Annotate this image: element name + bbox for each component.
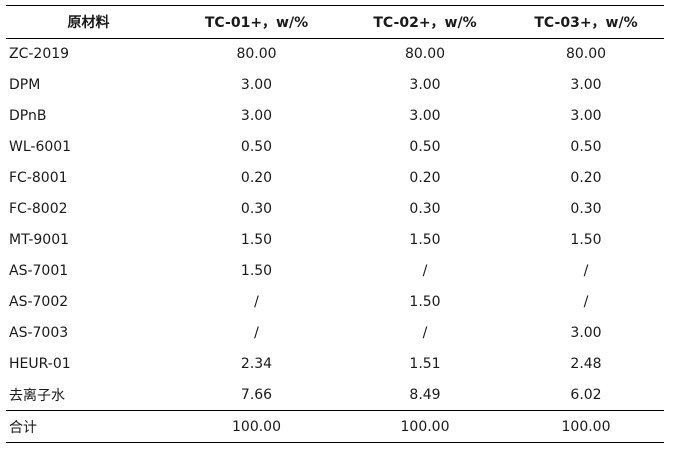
cell-value: 1.50 <box>570 232 602 248</box>
table-row: MT-9001 1.50 1.50 1.50 <box>6 225 664 256</box>
cell-value: 0.30 <box>409 201 441 217</box>
table-row: 去离子水 7.66 8.49 6.02 <box>6 380 664 411</box>
cell-value: / <box>254 325 259 341</box>
formulation-table: 原材料 TC-01+，w/% TC-02+，w/% TC-03+，w/% ZC-… <box>6 5 664 443</box>
cell-value: / <box>254 294 259 310</box>
material-name: 去离子水 <box>9 387 65 404</box>
table-row: DPM 3.00 3.00 3.00 <box>6 70 664 101</box>
cell-value: 80.00 <box>404 46 446 63</box>
total-value: 100.00 <box>561 418 611 435</box>
material-name: MT-9001 <box>9 232 70 248</box>
cell-value: 80.00 <box>565 46 607 63</box>
cell-value: 3.00 <box>409 108 441 124</box>
table-row: FC-8002 0.30 0.30 0.30 <box>6 194 664 225</box>
cell-value: 1.50 <box>240 232 273 248</box>
table-row: HEUR-01 2.34 1.51 2.48 <box>6 349 664 380</box>
table-row: AS-7001 1.50 / / <box>6 256 664 287</box>
cell-value: / <box>583 294 589 310</box>
cell-value: / <box>583 263 589 279</box>
cell-value: 1.51 <box>409 356 441 372</box>
cell-value: 3.00 <box>570 77 602 93</box>
cell-value: 1.50 <box>409 294 441 310</box>
table-row: WL-6001 0.50 0.50 0.50 <box>6 132 664 163</box>
material-name: DPnB <box>9 108 47 124</box>
material-name: AS-7002 <box>9 294 69 310</box>
table-row: DPnB 3.00 3.00 3.00 <box>6 101 664 132</box>
header-row: 原材料 TC-01+，w/% TC-02+，w/% TC-03+，w/% <box>6 5 664 39</box>
cell-value: 0.50 <box>409 139 441 155</box>
cell-value: 1.50 <box>409 232 441 248</box>
table-row: AS-7002 / 1.50 / <box>6 287 664 318</box>
cell-value: 3.00 <box>570 325 602 341</box>
total-row: 合计 100.00 100.00 100.00 <box>6 410 664 443</box>
column-header-tc-01: TC-01+，w/% <box>204 15 309 31</box>
cell-value: 3.00 <box>240 108 273 124</box>
cell-value: 3.00 <box>240 77 273 93</box>
cell-value: 1.50 <box>240 263 273 279</box>
total-value: 100.00 <box>232 418 281 435</box>
column-header-tc-03: TC-03+，w/% <box>534 15 638 31</box>
material-name: DPM <box>9 77 41 93</box>
column-header-tc-02: TC-02+，w/% <box>373 15 477 31</box>
cell-value: 3.00 <box>570 108 602 124</box>
cell-value: 3.00 <box>409 77 441 93</box>
material-name: AS-7003 <box>9 325 69 341</box>
cell-value: 8.49 <box>409 386 441 403</box>
column-header-material: 原材料 <box>67 15 110 31</box>
cell-value: 80.00 <box>236 46 277 63</box>
material-name: ZC-2019 <box>9 46 70 63</box>
cell-value: 0.50 <box>570 139 602 155</box>
material-name: FC-8002 <box>9 201 68 217</box>
cell-value: 2.34 <box>240 356 273 372</box>
material-name: WL-6001 <box>9 139 72 155</box>
cell-value: 0.30 <box>240 201 273 217</box>
cell-value: 0.20 <box>570 170 602 186</box>
material-name: FC-8001 <box>9 170 68 186</box>
table-row: ZC-2019 80.00 80.00 80.00 <box>6 39 664 70</box>
cell-value: / <box>422 325 428 341</box>
cell-value: 0.30 <box>570 201 602 217</box>
material-name: HEUR-01 <box>9 356 71 372</box>
cell-value: / <box>422 263 428 279</box>
table-row: AS-7003 / / 3.00 <box>6 318 664 349</box>
cell-value: 7.66 <box>240 386 273 403</box>
table-row: FC-8001 0.20 0.20 0.20 <box>6 163 664 194</box>
cell-value: 6.02 <box>570 386 602 403</box>
total-label: 合计 <box>9 419 37 436</box>
cell-value: 2.48 <box>570 356 602 372</box>
material-name: AS-7001 <box>9 263 69 279</box>
cell-value: 0.50 <box>240 139 273 155</box>
cell-value: 0.20 <box>240 170 273 186</box>
total-value: 100.00 <box>400 418 450 435</box>
cell-value: 0.20 <box>409 170 441 186</box>
